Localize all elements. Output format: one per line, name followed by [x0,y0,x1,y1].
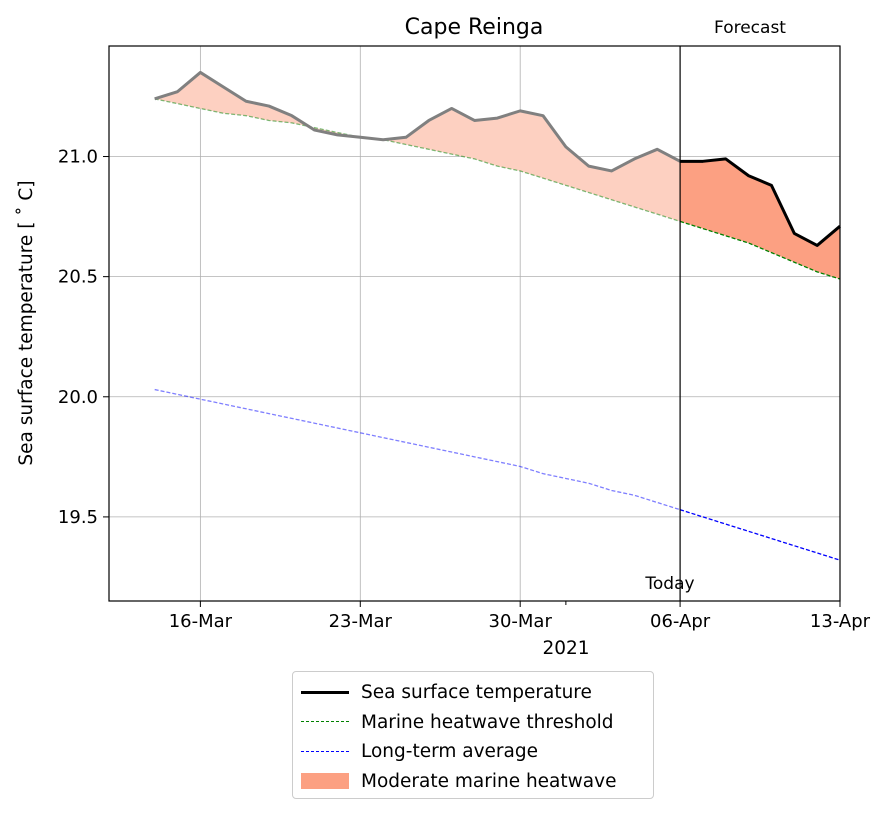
today-label: Today [644,574,694,594]
x-tick-label: 13-Apr [810,611,871,632]
legend-swatch-average [301,744,349,760]
y-tick-label: 21.0 [58,147,98,168]
x-tick-label: 06-Apr [650,611,711,632]
plot-border [108,45,841,602]
legend-swatch-sst [301,685,349,701]
legend-swatch-heatwave [301,773,349,790]
legend-swatch-threshold [301,714,349,730]
x-tick-label: 16-Mar [169,611,233,632]
forecast-label: Forecast [714,18,786,38]
heatwave-area [154,72,681,222]
sst-line-history [154,70,681,173]
y-tick-label: 20.0 [58,387,98,408]
threshold-line-forecast [679,220,841,280]
threshold-line-history [154,98,681,223]
legend-item-heatwave: Moderate marine heatwave [293,767,653,797]
legend-label: Moderate marine heatwave [361,770,617,792]
y-tick-label: 20.5 [58,267,98,288]
series-lines [154,70,841,561]
sst-line-forecast [680,157,841,247]
axes: 16-Mar 23-Mar 30-Mar 06-Apr 13-Apr 19.5 20.0 20… [58,147,871,632]
average-line-history [154,388,681,511]
x-axis-label: 2021 [542,638,589,659]
heatwave-fill [154,72,840,280]
plot-frame [108,45,841,602]
y-tick-label: 19.5 [58,507,98,528]
x-tick-label: 30-Mar [489,611,553,632]
legend-item-threshold: Marine heatwave threshold [293,708,653,738]
average-line-forecast [679,509,841,561]
legend-item-sst: Sea surface temperature [293,678,653,708]
y-axis-label: Sea surface temperature [ ˚ C] [16,180,37,465]
chart-title: Cape Reinga [405,15,544,40]
legend-label: Long-term average [361,741,538,763]
legend-label: Marine heatwave threshold [361,711,614,733]
x-tick-label: 23-Mar [329,611,393,632]
legend-label: Sea surface temperature [361,682,592,704]
heatwave-area [680,158,840,280]
legend: Sea surface temperature Marine heatwave … [292,671,654,799]
legend-item-average: Long-term average [293,737,653,767]
